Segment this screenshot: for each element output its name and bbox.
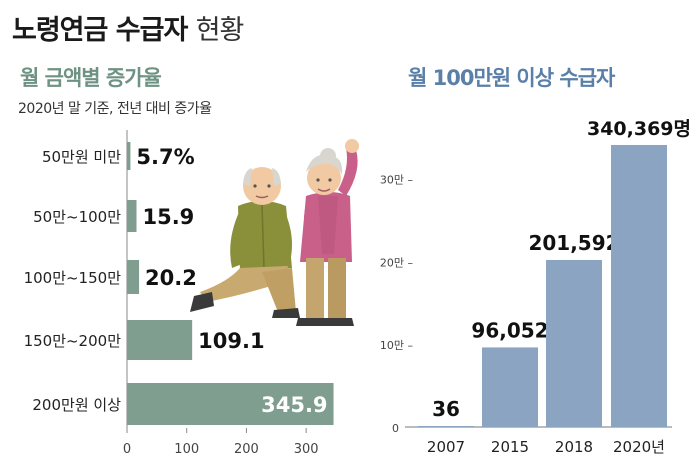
page-title: 노령연금 수급자 현황	[12, 8, 245, 47]
right-bar-1	[418, 426, 474, 427]
right-bar-3	[546, 259, 602, 427]
page-title-light: 현황	[195, 15, 245, 46]
left-value-label-4: 109.1	[198, 329, 264, 353]
left-tick-label-1: 0	[123, 442, 131, 457]
left-value-label-1: 5.7%	[136, 145, 194, 169]
left-category-label-4: 150만~200만	[24, 332, 122, 350]
right-tick-label-3: 20만 –	[380, 256, 413, 269]
right-value-label-2: 96,052	[471, 318, 548, 342]
left-chart-title: 월 금액별 증가율	[20, 66, 162, 90]
elderly-woman-figure	[296, 139, 359, 326]
right-category-label-2: 2015	[491, 438, 529, 456]
left-category-label-3: 100만~150만	[24, 269, 122, 287]
left-bar-3	[127, 260, 140, 294]
left-category-label-5: 200만원 이상	[32, 396, 121, 414]
left-tick-label-4: 300	[294, 442, 319, 457]
left-category-label-2: 50만~100만	[33, 208, 121, 226]
right-tick-label-2: 10만 –	[380, 339, 413, 352]
left-value-label-2: 15.9	[142, 205, 194, 229]
right-chart-title: 월 100만원 이상 수급자	[408, 66, 615, 90]
right-bar-4	[611, 145, 667, 427]
left-bar-5	[127, 383, 334, 425]
left-value-label-3: 20.2	[145, 266, 197, 290]
right-bar-2	[482, 347, 538, 427]
right-category-label-3: 2018	[555, 438, 593, 456]
page-title-bold: 노령연금 수급자	[12, 15, 188, 46]
left-bar-1	[127, 142, 131, 170]
right-tick-label-1: 0	[392, 422, 399, 435]
left-tick-label-2: 100	[174, 442, 199, 457]
right-value-label-3: 201,592	[528, 231, 619, 255]
elderly-man-figure	[190, 167, 300, 318]
right-category-label-4: 2020년	[613, 438, 665, 456]
left-bar-2	[127, 200, 137, 232]
left-tick-label-3: 200	[234, 442, 259, 457]
right-value-label-4: 340,369명	[587, 118, 691, 140]
right-value-label-1: 36	[432, 397, 460, 421]
right-category-label-1: 2007	[427, 438, 465, 456]
left-value-label-5: 345.9	[261, 393, 327, 417]
right-tick-label-4: 30만 –	[380, 173, 413, 186]
left-category-label-1: 50만원 미만	[42, 148, 121, 166]
left-chart-subtitle: 2020년 말 기준, 전년 대비 증가율	[18, 101, 212, 117]
left-bar-4	[127, 320, 193, 360]
